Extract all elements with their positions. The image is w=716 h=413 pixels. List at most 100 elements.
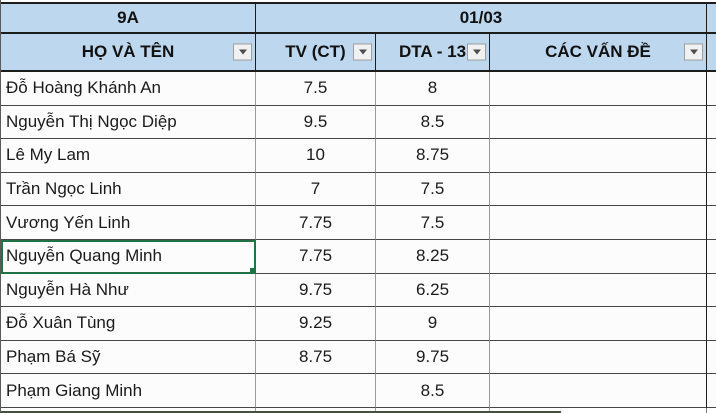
- student-name: Phạm Giang Minh: [6, 380, 143, 400]
- tv-score: 9.25: [298, 313, 333, 333]
- table-row: Trần Ngọc Linh 7 7.5: [1, 172, 716, 207]
- dta-score-cell[interactable]: 8: [376, 72, 490, 106]
- student-name: Nguyễn Hà Như: [6, 279, 129, 299]
- column-header-row: HỌ VÀ TÊN TV (CT) DTA - 13 CÁC VẤN ĐỀ: [1, 34, 716, 72]
- top-header-overflow-cell: [707, 2, 716, 34]
- issues-cell[interactable]: [490, 105, 707, 140]
- tv-score-cell[interactable]: 9.5: [256, 105, 376, 140]
- tv-score: 7.5: [303, 78, 328, 98]
- overflow-cell: [707, 273, 716, 308]
- filter-dropdown-button[interactable]: [233, 43, 252, 61]
- tv-score-cell[interactable]: 10: [256, 139, 376, 173]
- clipped-bottom-row: [1, 407, 716, 413]
- issues-cell[interactable]: [490, 139, 707, 173]
- tv-score: 9.75: [298, 279, 333, 299]
- issues-cell[interactable]: [490, 374, 707, 408]
- issues-cell[interactable]: [490, 307, 707, 341]
- filter-dropdown-icon: [358, 49, 367, 55]
- issues-cell[interactable]: [490, 273, 707, 308]
- tv-score-cell[interactable]: 7.5: [256, 72, 376, 106]
- student-name: Đỗ Hoàng Khánh An: [6, 78, 162, 98]
- issues-cell[interactable]: [490, 172, 707, 207]
- name-cell[interactable]: Đỗ Xuân Tùng: [1, 307, 256, 341]
- table-row: Nguyễn Thị Ngọc Diệp 9.5 8.5: [1, 105, 716, 140]
- name-cell[interactable]: Lê My Lam: [1, 139, 256, 173]
- header-label: CÁC VẤN ĐỀ: [545, 42, 651, 61]
- dta-score: 8: [427, 78, 438, 98]
- tv-score-cell[interactable]: 9.75: [256, 273, 376, 308]
- name-cell[interactable]: Vương Yến Linh: [1, 206, 256, 240]
- dta-score-cell[interactable]: 7.5: [376, 206, 490, 240]
- table-row: Phạm Giang Minh 8.5: [1, 374, 716, 408]
- dta-score-cell[interactable]: 8.5: [376, 105, 490, 140]
- overflow-cell: [707, 307, 716, 341]
- dta-score: 8.75: [415, 145, 450, 165]
- overflow-cell: [707, 172, 716, 207]
- name-cell[interactable]: Nguyễn Quang Minh: [1, 239, 256, 274]
- table-row: Lê My Lam 10 8.75: [1, 139, 716, 173]
- date-label-cell[interactable]: 01/03: [256, 2, 707, 34]
- dta-score-cell[interactable]: 8.75: [376, 139, 490, 173]
- date-label: 01/03: [459, 8, 503, 27]
- filter-dropdown-button[interactable]: [353, 43, 372, 61]
- dta-score-cell[interactable]: 6.25: [376, 273, 490, 308]
- student-name: Phạm Bá Sỹ: [6, 347, 101, 367]
- name-cell[interactable]: Phạm Giang Minh: [1, 374, 256, 408]
- issues-cell[interactable]: [490, 239, 707, 274]
- tv-score-cell[interactable]: 7.75: [256, 206, 376, 240]
- dta-score: 8.25: [415, 246, 450, 266]
- student-name: Nguyễn Quang Minh: [6, 246, 162, 266]
- dta-score-cell[interactable]: 9: [376, 307, 490, 341]
- tv-score: 7.75: [298, 212, 333, 232]
- name-cell[interactable]: Trần Ngọc Linh: [1, 172, 256, 207]
- name-cell[interactable]: Nguyễn Hà Như: [1, 273, 256, 308]
- table-row: Đỗ Hoàng Khánh An 7.5 8: [1, 72, 716, 106]
- filter-dropdown-button[interactable]: [684, 43, 703, 61]
- table-row: Nguyễn Hà Như 9.75 6.25: [1, 273, 716, 308]
- top-header-row: 9A 01/03: [1, 2, 716, 34]
- dta-score-cell[interactable]: 8.5: [376, 374, 490, 408]
- overflow-cell: [707, 206, 716, 240]
- student-name: Vương Yến Linh: [6, 212, 131, 232]
- dta-score-cell[interactable]: 8.25: [376, 239, 490, 274]
- class-label: 9A: [117, 8, 139, 27]
- overflow-cell: [707, 72, 716, 106]
- student-name: Nguyễn Thị Ngọc Diệp: [6, 111, 177, 131]
- dta-score: 6.25: [415, 279, 450, 299]
- table-row: Vương Yến Linh 7.75 7.5: [1, 206, 716, 240]
- overflow-cell: [707, 139, 716, 173]
- header-cell-cac-van-de[interactable]: CÁC VẤN ĐỀ: [490, 34, 707, 72]
- tv-score-cell[interactable]: 7: [256, 172, 376, 207]
- tv-score: 8.75: [298, 347, 333, 367]
- dta-score-cell[interactable]: 7.5: [376, 172, 490, 207]
- tv-score-cell[interactable]: 8.75: [256, 340, 376, 375]
- tv-score-cell[interactable]: 7.75: [256, 239, 376, 274]
- header-label: TV (CT): [285, 42, 346, 61]
- table-row: Nguyễn Quang Minh 7.75 8.25: [1, 239, 716, 274]
- header-label: DTA - 13: [398, 42, 467, 61]
- dta-score: 8.5: [420, 111, 445, 131]
- header-cell-ho-va-ten[interactable]: HỌ VÀ TÊN: [1, 34, 256, 72]
- table-row: Đỗ Xuân Tùng 9.25 9: [1, 307, 716, 341]
- dta-score-cell[interactable]: 9.75: [376, 340, 490, 375]
- name-cell[interactable]: Đỗ Hoàng Khánh An: [1, 72, 256, 106]
- tv-score-cell[interactable]: [256, 374, 376, 408]
- tv-score-cell[interactable]: 9.25: [256, 307, 376, 341]
- filter-dropdown-button[interactable]: [467, 43, 486, 61]
- tv-score: 7.75: [298, 246, 333, 266]
- tv-score: 9.5: [303, 111, 328, 131]
- issues-cell[interactable]: [490, 340, 707, 375]
- class-label-cell[interactable]: 9A: [1, 2, 256, 34]
- name-cell[interactable]: Phạm Bá Sỹ: [1, 340, 256, 375]
- dta-score: 9: [427, 313, 438, 333]
- header-overflow-cell: [707, 34, 716, 72]
- issues-cell[interactable]: [490, 72, 707, 106]
- header-cell-dta-13[interactable]: DTA - 13: [376, 34, 490, 72]
- student-name: Đỗ Xuân Tùng: [6, 313, 116, 333]
- header-label: HỌ VÀ TÊN: [81, 42, 175, 61]
- bottom-border-segment: [1, 411, 561, 413]
- name-cell[interactable]: Nguyễn Thị Ngọc Diệp: [1, 105, 256, 140]
- issues-cell[interactable]: [490, 206, 707, 240]
- header-cell-tv-ct[interactable]: TV (CT): [256, 34, 376, 72]
